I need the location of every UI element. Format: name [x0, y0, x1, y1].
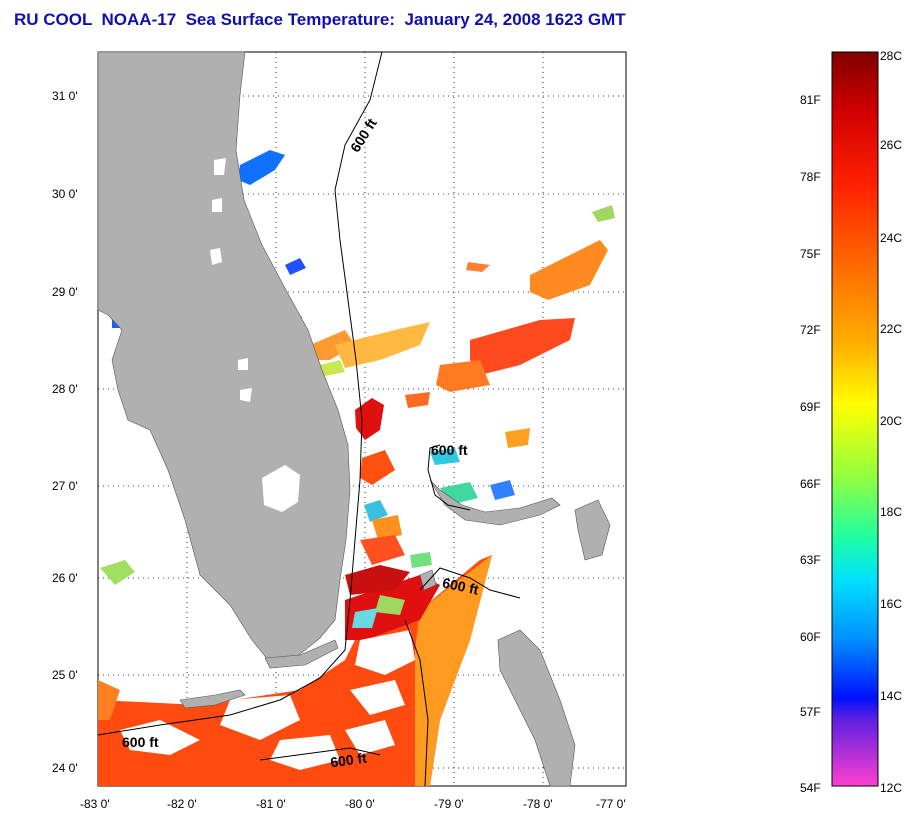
colorbar-celsius-label: 12C	[880, 781, 902, 795]
contour-label-south: 600 ft	[329, 749, 368, 770]
colorbar-fahrenheit-label: 60F	[800, 630, 821, 644]
lon-tick-label: -83 0'	[80, 797, 110, 811]
lon-tick-label: -79 0'	[434, 797, 464, 811]
sst-patches	[98, 150, 615, 786]
lat-tick-label: 30 0'	[52, 187, 78, 201]
lon-tick-label: -81 0'	[256, 797, 286, 811]
colorbar-celsius-labels: 28C 26C 24C 22C 20C 18C 16C 14C 12C	[880, 49, 902, 795]
colorbar-celsius-label: 26C	[880, 138, 902, 152]
latitude-axis: 31 0' 30 0' 29 0' 28 0' 27 0' 26 0' 25 0…	[52, 89, 78, 775]
lat-tick-label: 29 0'	[52, 285, 78, 299]
colorbar-fahrenheit-label: 69F	[800, 400, 821, 414]
colorbar-fahrenheit-label: 54F	[800, 781, 821, 795]
map-title: RU COOL NOAA-17 Sea Surface Temperature:…	[14, 10, 626, 29]
isobath-contours	[97, 51, 521, 787]
colorbar-fahrenheit-label: 63F	[800, 553, 821, 567]
colorbar-celsius-label: 24C	[880, 231, 902, 245]
lat-tick-label: 24 0'	[52, 761, 78, 775]
colorbar-fahrenheit-label: 81F	[800, 93, 821, 107]
colorbar-fahrenheit-label: 78F	[800, 170, 821, 184]
lon-tick-label: -82 0'	[167, 797, 197, 811]
contour-label-east: 600 ft	[441, 574, 480, 597]
colorbar-fahrenheit-label: 57F	[800, 705, 821, 719]
contour-label-bahamas: 600 ft	[431, 442, 468, 458]
lat-tick-label: 31 0'	[52, 89, 78, 103]
colorbar-fahrenheit-label: 66F	[800, 477, 821, 491]
colorbar	[831, 51, 879, 787]
longitude-axis: -83 0' -82 0' -81 0' -80 0' -79 0' -78 0…	[80, 797, 626, 811]
lon-tick-label: -77 0'	[596, 797, 626, 811]
lat-tick-label: 26 0'	[52, 571, 78, 585]
colorbar-celsius-label: 18C	[880, 505, 902, 519]
colorbar-celsius-label: 22C	[880, 322, 902, 336]
colorbar-celsius-label: 16C	[880, 597, 902, 611]
lon-tick-label: -80 0'	[345, 797, 375, 811]
colorbar-fahrenheit-label: 75F	[800, 247, 821, 261]
lon-tick-label: -78 0'	[523, 797, 553, 811]
colorbar-fahrenheit-label: 72F	[800, 323, 821, 337]
lat-tick-label: 27 0'	[52, 479, 78, 493]
colorbar-celsius-label: 20C	[880, 414, 902, 428]
lat-tick-label: 28 0'	[52, 382, 78, 396]
colorbar-fahrenheit-labels: 81F 78F 75F 72F 69F 66F 63F 60F 57F 54F	[800, 93, 821, 795]
colorbar-celsius-label: 14C	[880, 689, 902, 703]
lakes	[210, 158, 300, 512]
lat-tick-label: 25 0'	[52, 668, 78, 682]
contour-label-southwest: 600 ft	[122, 734, 159, 750]
colorbar-celsius-label: 28C	[880, 49, 902, 63]
